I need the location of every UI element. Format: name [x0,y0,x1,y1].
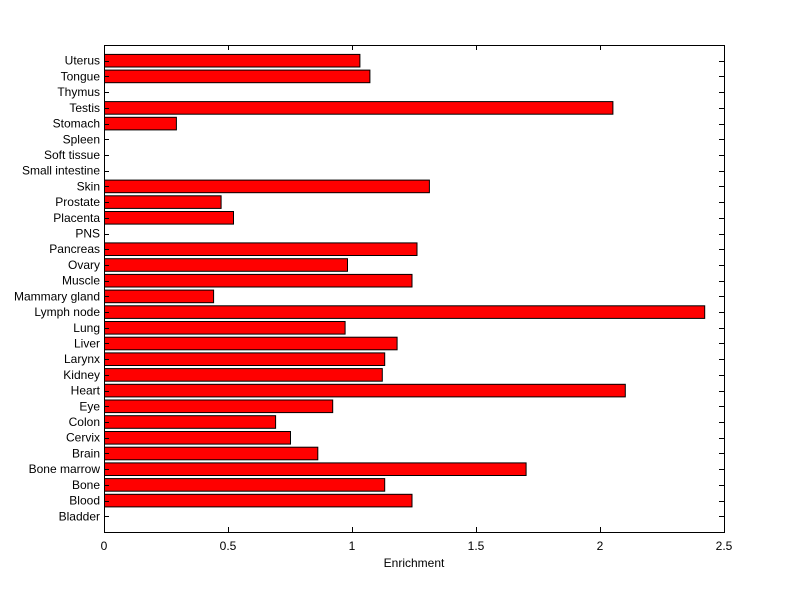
bar-pancreas [104,242,418,256]
y-tick-label: Skin [77,179,100,193]
y-tick-label: Eye [79,399,100,413]
bar-larynx [104,352,386,366]
x-tick-label: 0 [101,539,108,553]
bar-tongue [104,69,371,84]
bar-cervix [104,431,291,445]
bar-kidney [104,368,383,382]
bar-placenta [104,211,234,225]
y-tick-label: Lung [73,321,100,335]
x-tick-label: 2.5 [716,539,733,553]
y-tick-label: Muscle [62,274,100,288]
bar-prostate [104,195,222,209]
bar-stomach [104,116,177,131]
x-tick-label: 1 [349,539,356,553]
y-tick-label: Soft tissue [44,148,100,162]
x-axis-ticks: 0 0.5 1 1.5 2 2.5 [101,45,733,553]
y-tick-label: Mammary gland [14,289,100,303]
y-tick-label: Pancreas [49,242,100,256]
y-tick-label: Liver [74,336,100,350]
y-tick-label: Heart [71,384,101,398]
y-tick-label: Lymph node [34,305,100,319]
bar-mammary-gland [104,289,215,304]
bar-liver [104,336,398,351]
plot-frame [104,45,725,533]
bar-blood [104,493,413,508]
y-tick-label: Brain [72,446,100,460]
y-tick-label: Blood [69,494,100,508]
bar-lymph-node [104,305,706,319]
y-tick-label: Tongue [61,69,101,83]
y-tick-label: Thymus [57,85,100,99]
bar-brain [104,446,319,461]
y-tick-label: Colon [69,415,100,429]
x-tick-label: 1.5 [468,539,485,553]
bars-group [104,53,706,508]
x-tick-label: 2 [597,539,604,553]
bar-heart [104,383,626,398]
y-tick-label: Spleen [63,132,100,146]
bar-uterus [104,53,361,68]
bar-ovary [104,258,348,272]
y-tick-label: Bladder [59,509,100,523]
bar-lung [104,321,346,335]
bar-eye [104,399,334,414]
y-tick-label: Stomach [53,117,100,131]
y-tick-label: PNS [75,227,100,241]
bar-colon [104,415,277,429]
x-tick-label: 0.5 [220,539,237,553]
y-tick-label: Placenta [53,211,100,225]
y-tick-label: Bone marrow [29,462,101,476]
y-tick-label: Small intestine [22,164,100,178]
y-tick-label: Ovary [68,258,100,272]
y-tick-label: Cervix [66,431,100,445]
y-tick-label: Prostate [55,195,100,209]
bar-bone-marrow [104,462,527,476]
x-axis-label: Enrichment [384,556,445,570]
y-tick-label: Uterus [65,54,100,68]
bar-testis [104,101,614,115]
y-tick-label: Larynx [64,352,100,366]
y-tick-label: Testis [69,101,100,115]
bar-muscle [104,273,413,288]
y-tick-label: Kidney [63,368,100,382]
y-tick-label: Bone [72,478,100,492]
bar-bone [104,478,386,492]
bar-skin [104,179,430,194]
